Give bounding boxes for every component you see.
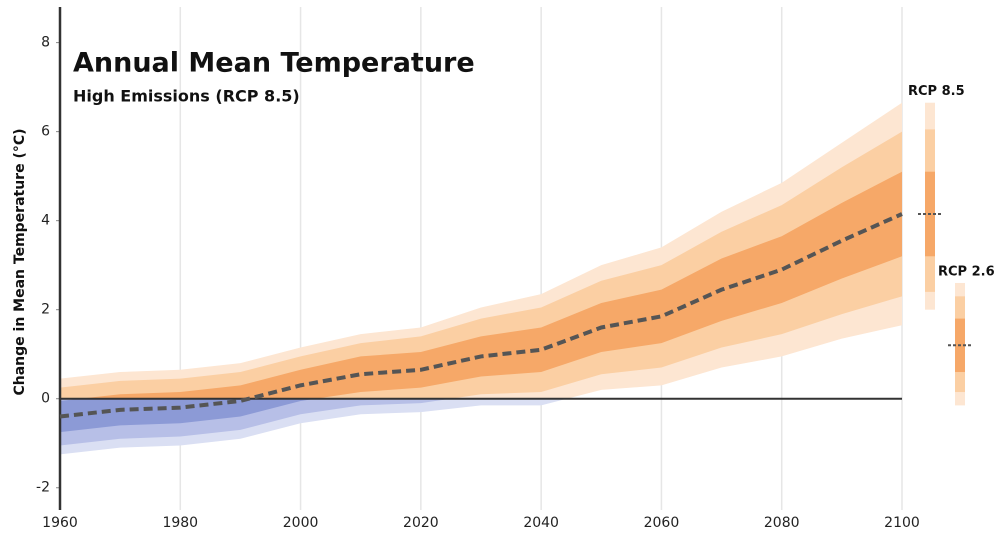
y-tick-label: 2	[41, 302, 50, 318]
x-tick-label: 2060	[644, 515, 680, 531]
y-tick-label: 8	[41, 35, 50, 51]
scenario-label: RCP 2.6	[938, 264, 995, 279]
x-tick-label: 2000	[283, 515, 319, 531]
scenario-label: RCP 8.5	[908, 84, 965, 99]
y-axis-label: Change in Mean Temperature (°C)	[12, 128, 28, 395]
chart-subtitle: High Emissions (RCP 8.5)	[73, 87, 300, 106]
y-tick-label: 4	[41, 213, 50, 229]
x-tick-label: 2080	[764, 515, 800, 531]
y-tick-label: 0	[41, 391, 50, 407]
x-tick-label: 1960	[42, 515, 78, 531]
x-tick-label: 2100	[884, 515, 920, 531]
x-tick-label: 1980	[162, 515, 198, 531]
band	[60, 398, 316, 433]
foreground: 1960 1980 2000 2020 2040 2060 2080 2100 -2 0 2 4 6 8 R…	[36, 7, 995, 531]
y-tick-label: -2	[36, 480, 50, 496]
y-tick-label: 6	[41, 124, 50, 140]
x-tick-label: 2020	[403, 515, 439, 531]
median-line	[59, 212, 903, 419]
x-tick-label: 2040	[523, 515, 559, 531]
chart-title: Annual Mean Temperature	[73, 48, 475, 79]
